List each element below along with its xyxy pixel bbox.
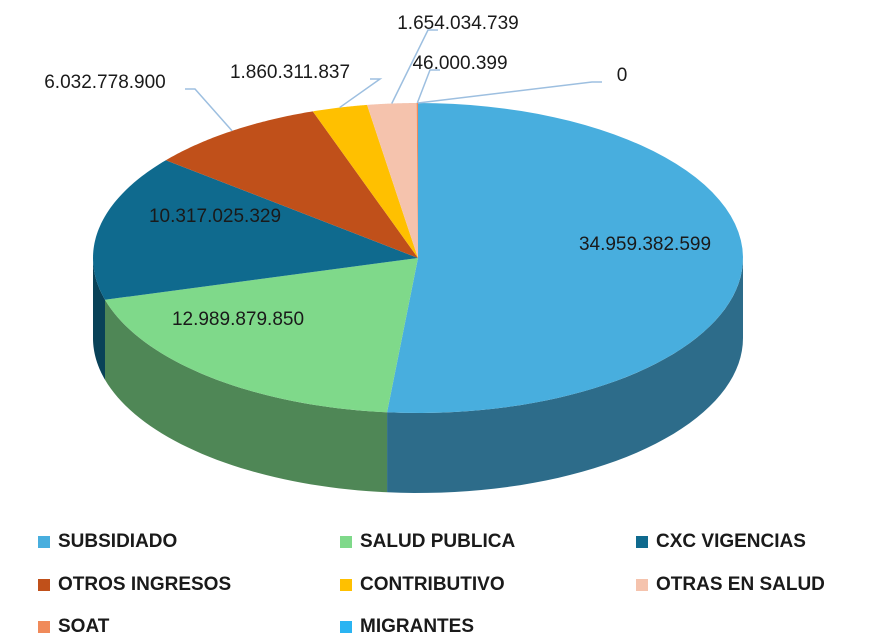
legend-label: CONTRIBUTIVO: [360, 574, 505, 595]
slice: [93, 160, 419, 300]
leader-line: [339, 78, 383, 109]
data-label: 6.032.778.900: [44, 72, 166, 93]
slice: [387, 103, 743, 413]
leader-line: [185, 88, 233, 132]
legend-label: SUBSIDIADO: [58, 531, 177, 552]
slice: [416, 103, 418, 258]
legend-label: MIGRANTES: [360, 616, 474, 637]
legend-swatch: [340, 621, 352, 633]
data-label: 34.959.382.599: [579, 234, 711, 255]
legend-swatch: [340, 536, 352, 548]
slice-side: [105, 299, 388, 493]
data-label: 10.317.025.329: [149, 206, 281, 227]
slice-side: [93, 258, 106, 380]
legend-swatch: [38, 621, 50, 633]
data-label: 1.860.311.837: [230, 62, 350, 83]
legend-swatch: [38, 579, 50, 591]
legend-label: OTROS INGRESOS: [58, 574, 231, 595]
legend-swatch: [636, 579, 648, 591]
slice: [367, 103, 418, 258]
leader-line: [391, 29, 438, 104]
legend-swatch: [38, 536, 50, 548]
legend-label: SOAT: [58, 616, 110, 637]
data-label: 46.000.399: [412, 53, 507, 74]
leader-line: [417, 81, 602, 104]
data-label: 12.989.879.850: [172, 309, 304, 330]
legend-swatch: [340, 579, 352, 591]
slice: [105, 258, 419, 413]
leader-line: [416, 69, 440, 104]
legend-swatch: [636, 536, 648, 548]
legend-label: CXC VIGENCIAS: [656, 531, 806, 552]
legend-label: SALUD PUBLICA: [360, 531, 515, 552]
data-label: 1.654.034.739: [397, 13, 519, 34]
slice-side: [387, 258, 743, 493]
slice: [165, 111, 418, 258]
data-label: 0: [617, 65, 628, 86]
slice: [312, 104, 418, 258]
legend-label: OTRAS EN SALUD: [656, 574, 825, 595]
